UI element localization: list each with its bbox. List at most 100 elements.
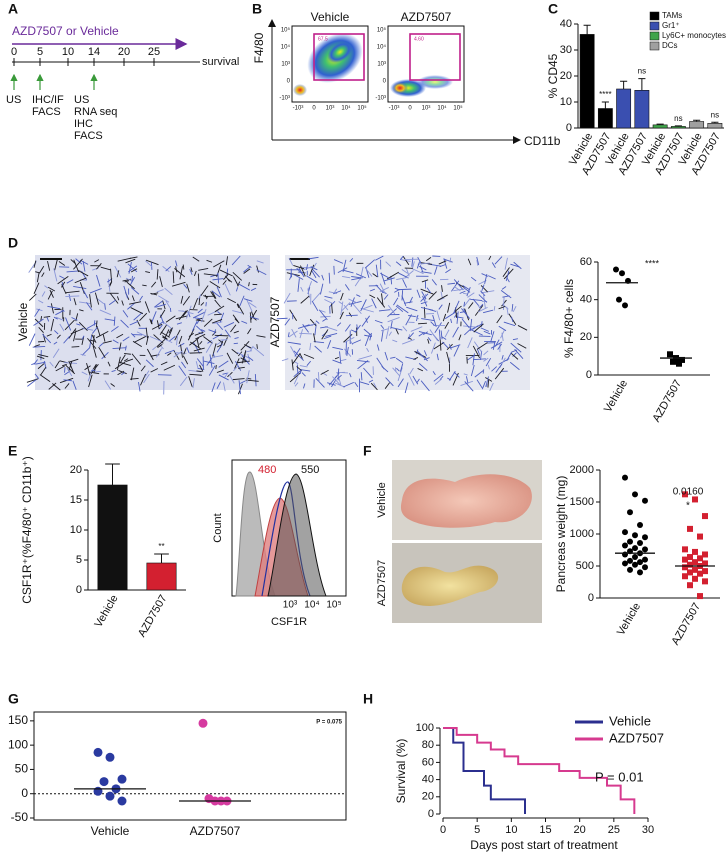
texture [50,303,54,314]
x-axis-label: Days post start of treatment [470,838,618,852]
texture [157,343,163,349]
point [637,522,643,529]
texture [55,309,65,316]
texture [38,300,44,304]
texture [473,341,483,353]
legend-swatch [649,41,660,51]
texture [380,272,386,285]
texture [409,367,414,375]
texture [449,344,461,349]
texture [385,377,394,387]
timeline-event: FACS [74,130,103,142]
texture [70,328,84,335]
texture [334,356,340,360]
texture [196,338,200,349]
texture [418,322,427,325]
point [692,566,698,573]
y-tick-label: 5 [76,554,82,566]
texture [243,298,253,302]
texture [156,337,167,348]
texture [46,333,52,337]
flow-tick: 0 [287,79,291,85]
texture [196,318,201,325]
point [687,582,693,589]
texture [163,322,173,330]
texture [481,273,489,277]
y-tick-label: -50 [11,810,29,824]
texture [509,361,520,371]
texture [36,308,43,312]
texture [125,277,133,282]
texture [124,280,130,283]
texture [58,261,66,266]
texture [399,363,404,372]
texture [446,351,451,364]
texture [164,329,170,339]
texture [336,372,342,385]
texture [27,379,37,387]
annotation: P = 0.01 [595,769,644,784]
texture [444,321,450,329]
texture [165,300,171,308]
texture [420,301,428,305]
y-axis-label: CSF1R⁺(%F4/80⁺ CD11b⁺) [20,456,34,604]
texture [299,353,303,359]
texture [149,318,153,325]
texture [121,300,124,306]
texture [142,284,147,287]
texture [151,292,159,295]
texture [145,260,153,268]
texture [308,256,319,260]
texture [380,324,385,329]
texture [150,311,157,324]
texture [196,325,204,333]
texture [65,295,80,298]
texture [248,302,257,308]
texture [156,348,162,358]
texture [412,375,419,385]
texture [26,378,39,383]
texture [220,339,228,341]
texture [324,299,333,304]
texture [180,295,184,304]
texture [139,295,143,301]
texture [365,317,368,323]
bar [146,562,177,591]
texture [436,294,448,302]
texture [218,374,229,381]
texture [63,362,78,364]
texture [160,331,170,338]
texture [312,292,321,302]
texture [116,270,120,278]
texture [186,347,190,354]
texture [441,285,443,292]
point [93,786,103,796]
texture [407,373,415,386]
significance: ns [638,67,646,76]
texture [89,294,92,308]
texture [181,361,187,369]
texture [114,265,122,278]
texture [197,308,203,314]
texture [360,299,367,312]
texture [39,265,45,274]
texture [351,276,362,279]
point [622,542,628,549]
texture [118,361,131,367]
texture [369,288,375,292]
texture [167,352,172,356]
texture [395,261,402,267]
texture [78,321,88,332]
texture [196,370,202,373]
texture [182,295,190,306]
point [687,525,693,532]
texture [309,264,315,277]
bar [689,121,705,129]
texture [501,355,504,360]
point [99,777,109,787]
texture [476,256,480,266]
texture [66,367,73,377]
texture [388,331,392,336]
texture [205,341,214,353]
texture [216,286,222,298]
